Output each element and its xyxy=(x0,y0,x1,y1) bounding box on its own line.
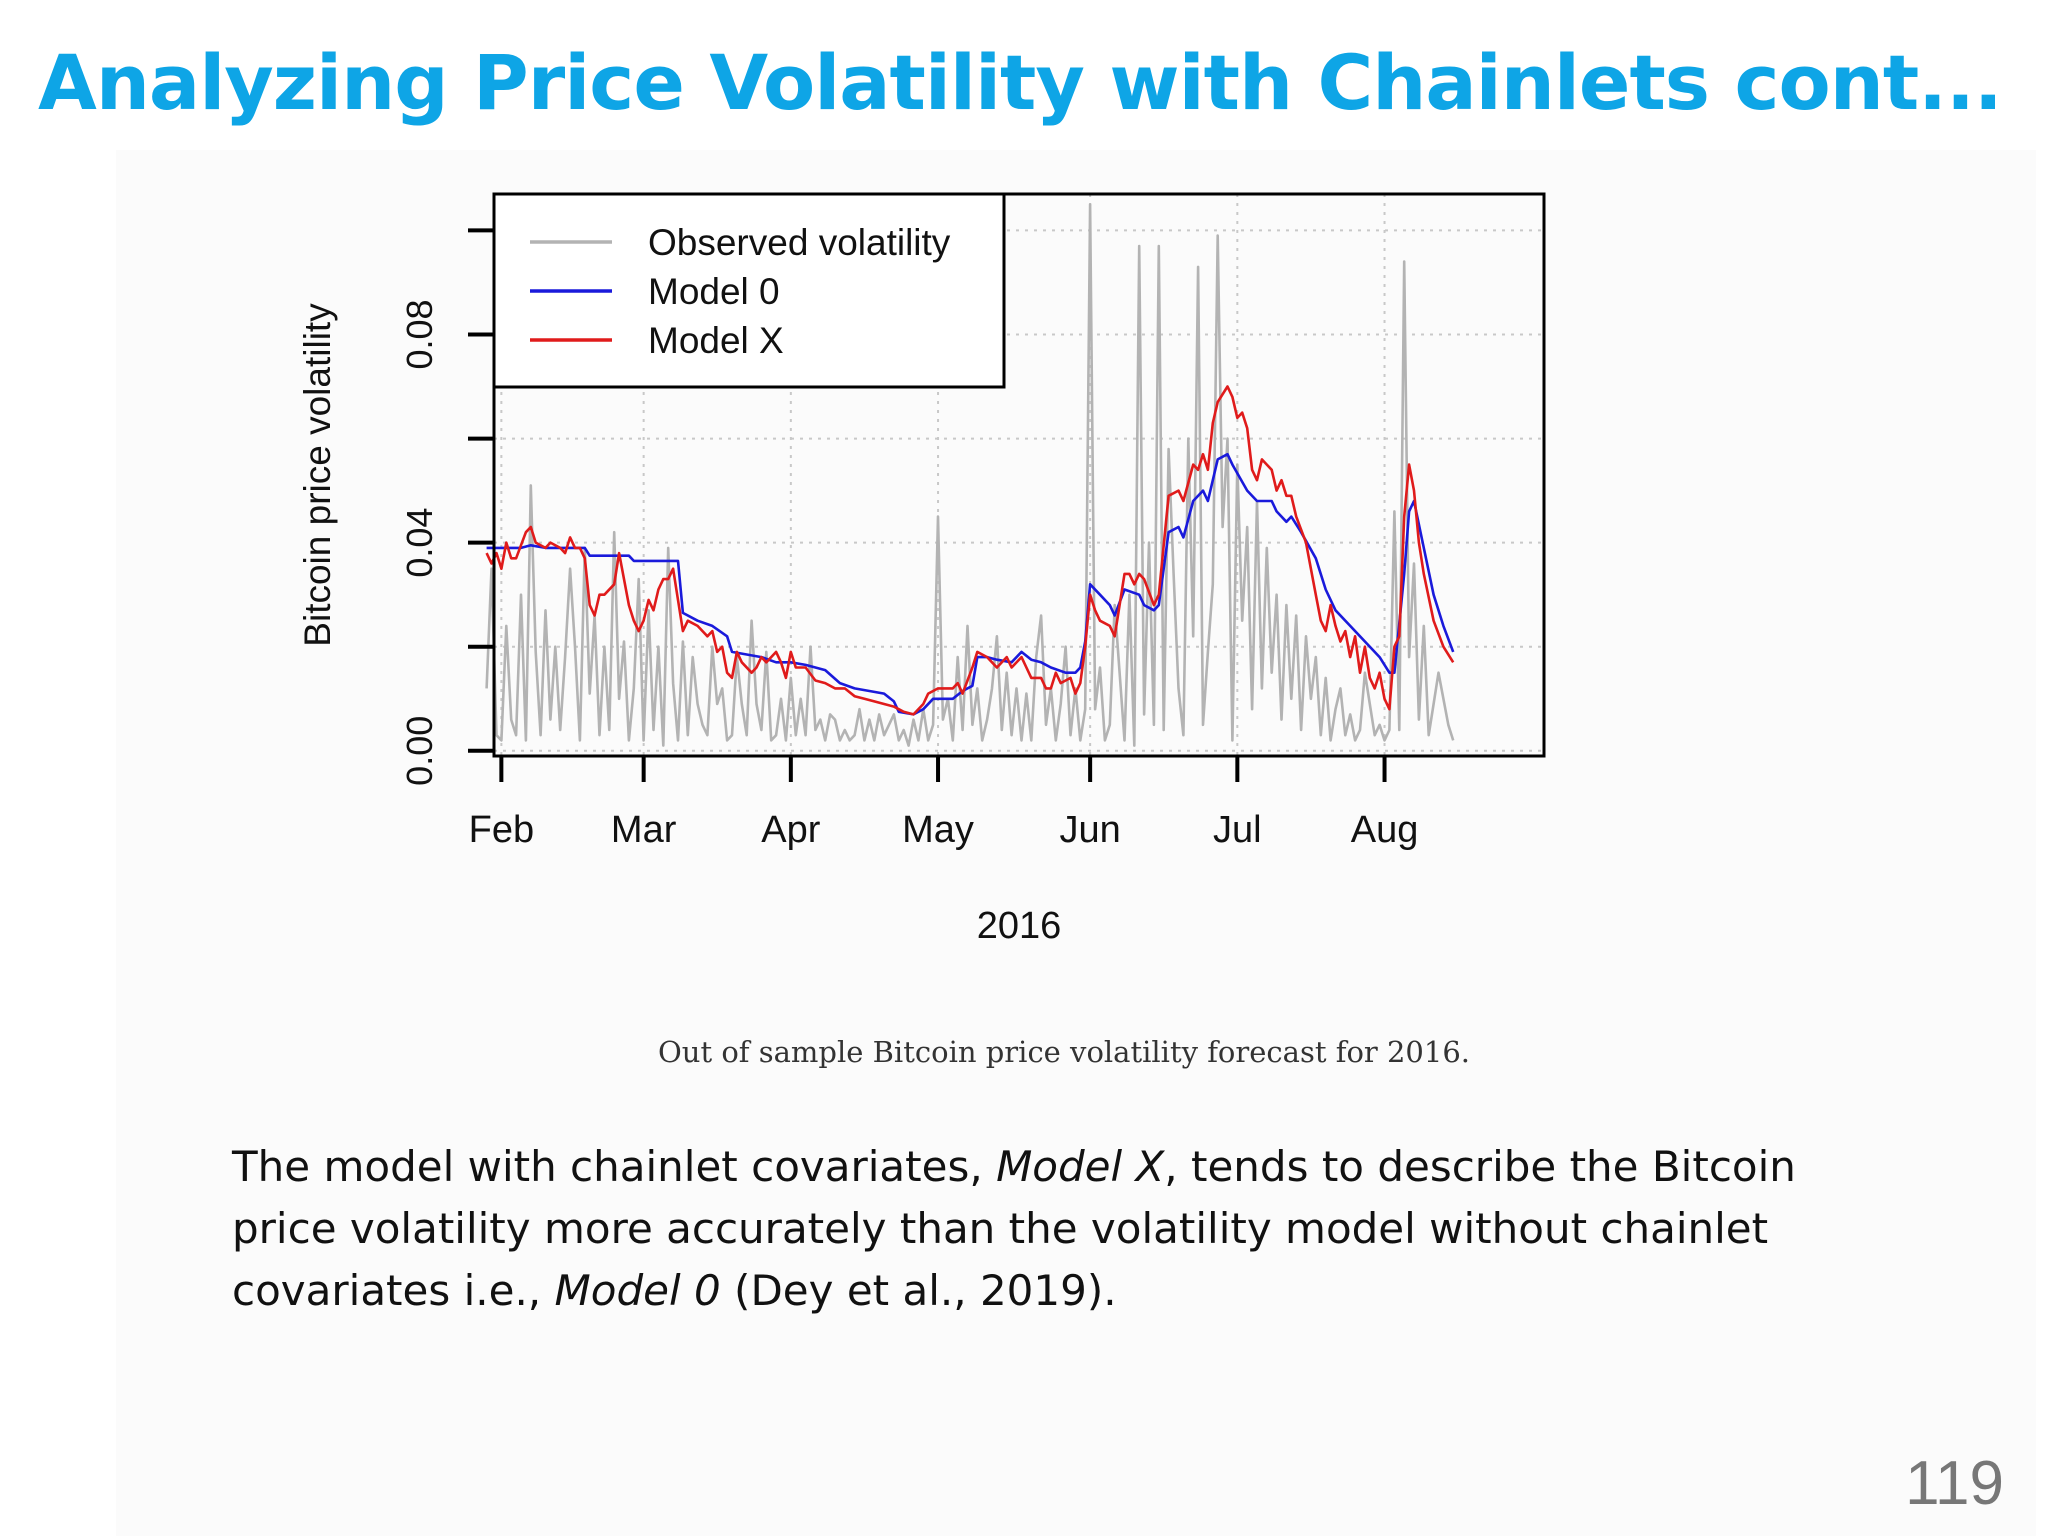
legend-label-model-0: Model 0 xyxy=(648,271,780,312)
series-lines xyxy=(485,203,1455,747)
figure-panel xyxy=(116,150,2036,1536)
series-line-model-x xyxy=(485,385,1455,716)
body-paragraph: The model with chainlet covariates, Mode… xyxy=(232,1136,1832,1322)
axes: Feb Mar Apr May Jun Jul Aug 0.00 0.04 0.08 xyxy=(399,228,1419,851)
x-tick-label-jun: Jun xyxy=(1060,809,1121,851)
legend-label-model-x: Model X xyxy=(648,320,784,361)
y-tick-label: 0.00 xyxy=(399,716,440,786)
x-tick-label-aug: Aug xyxy=(1351,809,1419,851)
series-line-model-0 xyxy=(486,452,1455,716)
y-tick-label: 0.08 xyxy=(399,299,440,369)
figure-caption: Out of sample Bitcoin price volatility f… xyxy=(658,1035,1470,1069)
body-text-1: The model with chainlet covariates, xyxy=(232,1142,997,1191)
x-tick-label-mar: Mar xyxy=(611,809,677,851)
legend-label-observed-volatility: Observed volatility xyxy=(648,222,951,263)
x-tick-label-feb: Feb xyxy=(469,809,534,851)
x-tick-label-apr: Apr xyxy=(761,809,820,851)
legend: Observed volatility Model 0 Model X xyxy=(492,192,1006,389)
slide-title: Analyzing Price Volatility with Chainlet… xyxy=(38,38,2003,127)
body-text-2: , tends to describe the Bitcoin price vo… xyxy=(232,1142,1796,1315)
x-axis-label: 2016 xyxy=(977,905,1062,947)
body-text-3: (Dey et al., 2019). xyxy=(720,1266,1117,1315)
body-model-0: Model 0 xyxy=(554,1266,721,1315)
y-tick-label: 0.04 xyxy=(399,508,440,578)
page-number: 119 xyxy=(1905,1449,2004,1518)
x-tick-label-may: May xyxy=(902,809,974,851)
x-tick-label-jul: Jul xyxy=(1213,809,1262,851)
body-model-x: Model X xyxy=(996,1142,1165,1191)
y-axis-label: Bitcoin price volatility xyxy=(297,303,338,647)
